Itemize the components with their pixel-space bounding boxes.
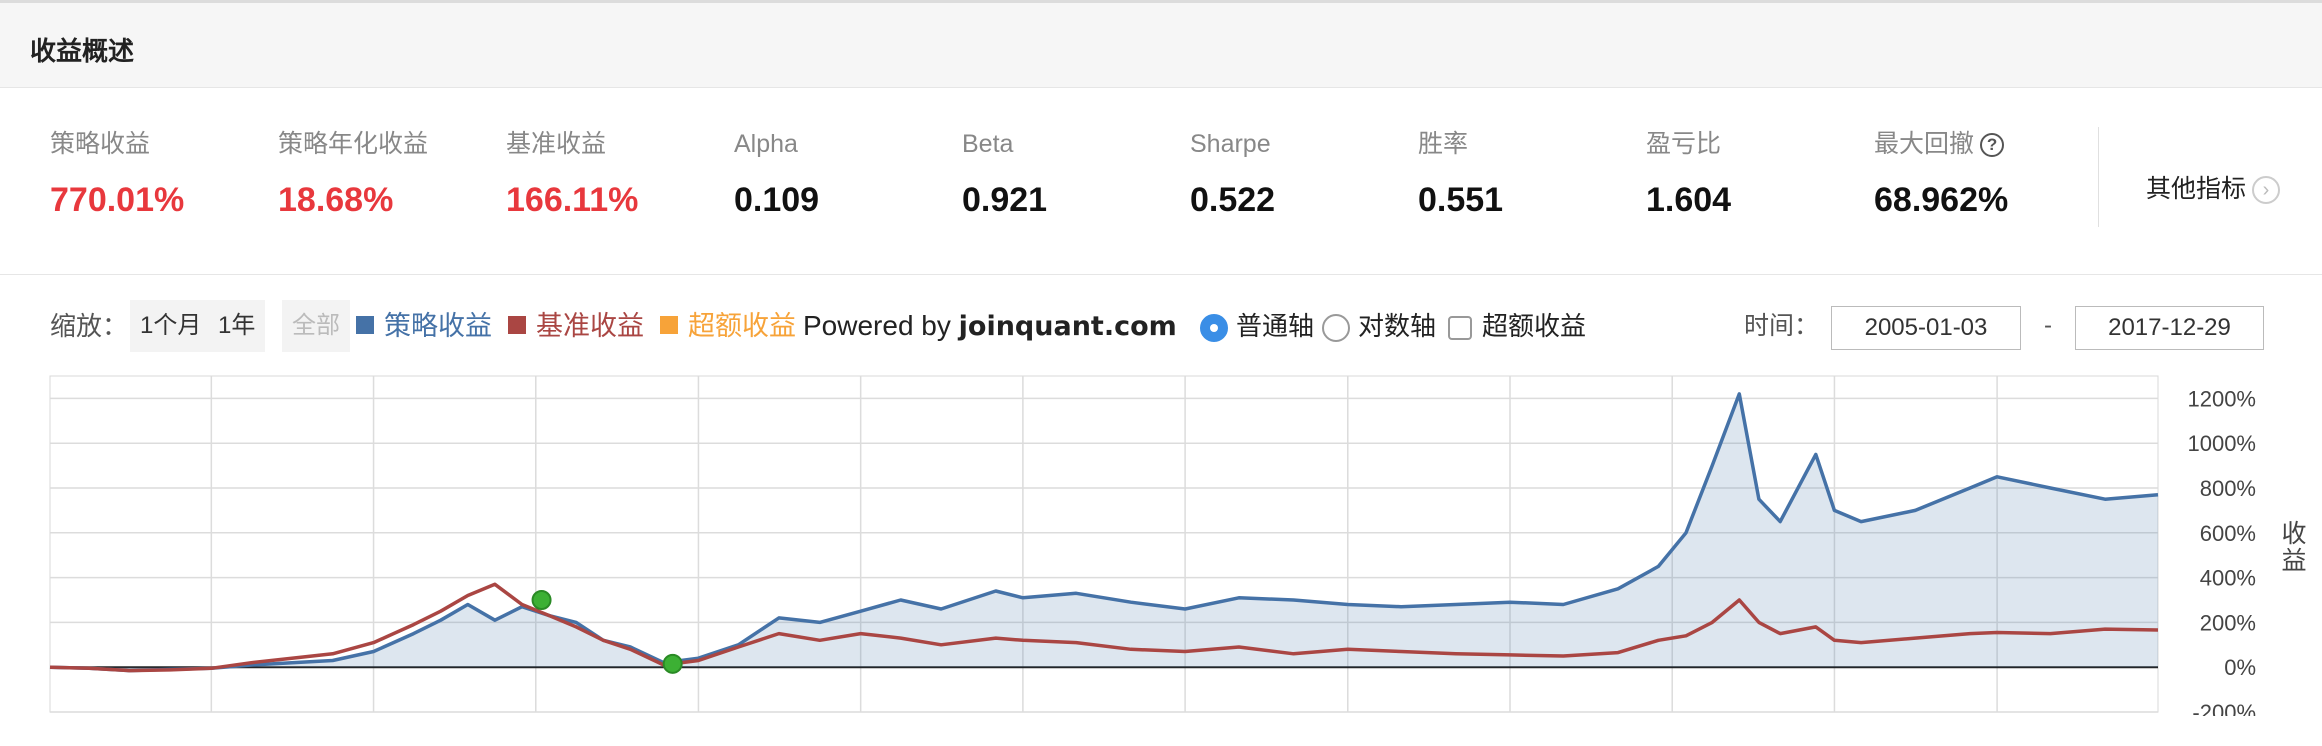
max-drawdown-end-marker [662, 653, 683, 674]
y-tick-label: 1200% [2187, 386, 2256, 411]
legend-excess[interactable]: 超额收益 [660, 300, 796, 352]
metric-value: 18.68% [278, 181, 394, 219]
chart-credit: Powered by joinquant.com [803, 300, 1177, 352]
checkbox[interactable] [1448, 316, 1472, 341]
metric-label: Alpha [734, 130, 798, 158]
metric-label: 盈亏比 [1646, 130, 1722, 158]
radio-unselected[interactable] [1322, 314, 1350, 343]
metric-label: 策略收益 [50, 130, 151, 158]
divider [2098, 127, 2099, 227]
series-line-1 [49, 582, 2159, 673]
metric-annual-return: 策略年化收益 18.68% [278, 127, 498, 220]
metric-sharpe: Sharpe 0.522 [1190, 127, 1410, 220]
excess-return-checkbox[interactable]: 超额收益 [1448, 300, 1586, 352]
question-icon[interactable]: ? [1980, 133, 2005, 158]
series-line-0 [49, 392, 2159, 673]
metrics-panel: 策略收益 770.01% 策略年化收益 18.68% 基准收益 166.11% … [0, 89, 2322, 275]
y-tick-label: 600% [2200, 521, 2256, 546]
metric-beta: Beta 0.921 [962, 127, 1182, 220]
legend-label: 基准收益 [536, 311, 644, 341]
y-axis-title: 收益 [2278, 520, 2306, 574]
option-label: 超额收益 [1482, 311, 1587, 341]
zoom-1-year-button[interactable]: 1年 [208, 300, 266, 352]
other-metrics-label: 其他指标 [2146, 175, 2247, 203]
metric-strategy-return: 策略收益 770.01% [50, 127, 270, 220]
metric-value: 0.109 [734, 181, 820, 219]
section-header: 收益概述 [0, 0, 2322, 88]
metric-value: 0.921 [962, 181, 1048, 219]
metric-value: 68.962% [1874, 181, 2009, 219]
metric-label: 基准收益 [506, 130, 607, 158]
option-label: 对数轴 [1358, 311, 1437, 341]
axis-normal-option[interactable]: 普通轴 [1200, 300, 1314, 352]
y-tick-label: 800% [2200, 476, 2256, 501]
metric-label: 最大回撤? [1874, 127, 2094, 161]
series-area-0 [50, 393, 2158, 671]
legend-swatch [508, 316, 526, 334]
metric-value: 1.604 [1646, 181, 1732, 219]
start-date-input[interactable]: 2005-01-03 [1831, 306, 2021, 350]
metric-label: 策略年化收益 [278, 130, 429, 158]
metric-value: 0.551 [1418, 181, 1504, 219]
legend-label: 超额收益 [688, 311, 796, 341]
metric-label: 胜率 [1418, 130, 1469, 158]
credit-site: joinquant.com [958, 311, 1177, 342]
legend-swatch [660, 316, 678, 334]
date-separator: - [2044, 312, 2052, 339]
plot-area [49, 375, 2159, 713]
metric-profit-loss-ratio: 盈亏比 1.604 [1646, 127, 1866, 220]
y-tick-label: 0% [2224, 655, 2256, 680]
y-tick-label: 200% [2200, 610, 2256, 635]
zoom-1-month-button[interactable]: 1个月 [130, 300, 212, 352]
metric-label-text: 最大回撤 [1874, 130, 1975, 158]
returns-chart: -200% 0% 200% 400% 600% 800% 1000% 1200% [49, 375, 2256, 716]
max-drawdown-start-marker [531, 590, 552, 610]
metric-benchmark-return: 基准收益 166.11% [506, 127, 726, 220]
legend-benchmark[interactable]: 基准收益 [508, 300, 644, 352]
other-metrics-link[interactable]: 其他指标 › [2146, 169, 2281, 205]
end-date-input[interactable]: 2017-12-29 [2075, 306, 2264, 350]
chart-toolbar: 缩放： 1个月 1年 全部 策略收益 基准收益 超额收益 Powered by … [0, 300, 2322, 354]
legend-swatch [356, 316, 374, 334]
metric-win-rate: 胜率 0.551 [1418, 127, 1638, 220]
chevron-right-icon: › [2252, 176, 2281, 205]
metric-label: Beta [962, 130, 1014, 158]
metric-alpha: Alpha 0.109 [734, 127, 954, 220]
metric-value: 770.01% [50, 181, 185, 219]
radio-selected[interactable] [1200, 314, 1228, 343]
axis-log-option[interactable]: 对数轴 [1322, 300, 1436, 352]
credit-prefix: Powered by [803, 310, 959, 341]
legend-strategy[interactable]: 策略收益 [356, 300, 492, 352]
metric-max-drawdown: 最大回撤? 68.962% [1874, 127, 2094, 220]
y-tick-label: 1000% [2187, 431, 2256, 456]
metric-value: 166.11% [506, 181, 639, 219]
zoom-all-button[interactable]: 全部 [282, 300, 350, 352]
legend-label: 策略收益 [384, 311, 492, 341]
time-label: 时间： [1744, 312, 1820, 340]
option-label: 普通轴 [1236, 311, 1315, 341]
metric-value: 0.522 [1190, 181, 1276, 219]
y-tick-label: -200% [2192, 700, 2256, 716]
zoom-label: 缩放： [50, 311, 129, 341]
metric-label: Sharpe [1190, 130, 1271, 158]
y-tick-label: 400% [2200, 566, 2256, 591]
section-title: 收益概述 [30, 36, 135, 66]
